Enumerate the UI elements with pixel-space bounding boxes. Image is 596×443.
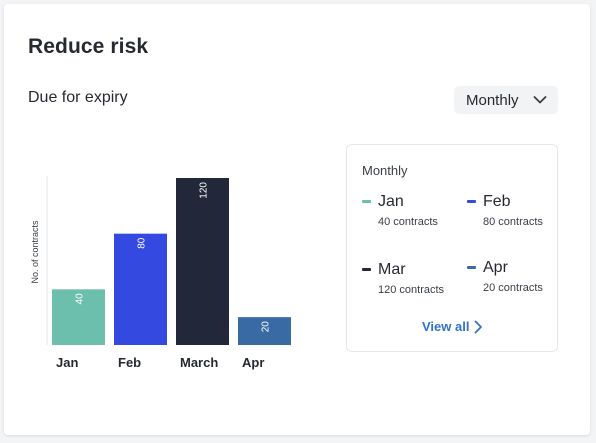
view-all-label: View all [422,319,470,334]
contracts-bar-chart: No. of contracts 40 Jan 80 Feb 120 March 20 Apr [30,176,291,370]
legend-item-label: Apr [483,259,508,276]
bar-value-label: 120 [199,182,210,199]
y-axis-label: No. of contracts [30,220,40,284]
legend-swatch [467,266,476,269]
legend-item-count: 80 contracts [483,216,543,228]
chevron-down-icon [533,96,547,104]
legend-swatch [467,200,476,203]
bar-value-label: 20 [261,321,272,333]
view-all-link[interactable]: View all [422,319,483,334]
legend-swatch [362,200,371,203]
chart-subtitle: Due for expiry [28,89,128,106]
legend-item-label: Feb [483,193,511,210]
reduce-risk-card: Reduce risk Due for expiry Monthly No. o… [4,4,590,435]
legend-title: Monthly [362,163,408,178]
period-dropdown-value: Monthly [466,91,519,109]
bar-value-label: 80 [137,237,148,249]
legend-item-count: 40 contracts [378,216,438,228]
bar-apr [238,317,291,345]
x-tick-label: Feb [118,355,141,370]
legend-item-count: 120 contracts [378,284,445,296]
period-dropdown[interactable]: Monthly [454,86,558,114]
x-tick-label: Jan [56,355,78,370]
legend-item-count: 20 contracts [483,282,543,294]
card-title: Reduce risk [28,35,149,58]
legend-panel: Monthly Jan 40 contracts Feb 80 contract… [346,144,558,352]
legend-swatch [362,268,371,271]
bar-value-label: 40 [75,293,86,305]
x-tick-label: March [180,355,218,370]
bar-march [176,178,229,345]
legend-item-label: Jan [378,193,404,210]
bar-jan [52,289,105,345]
legend-item-label: Mar [378,261,406,278]
x-tick-label: Apr [242,355,264,370]
chevron-right-icon [475,320,483,333]
bar-feb [114,233,167,345]
